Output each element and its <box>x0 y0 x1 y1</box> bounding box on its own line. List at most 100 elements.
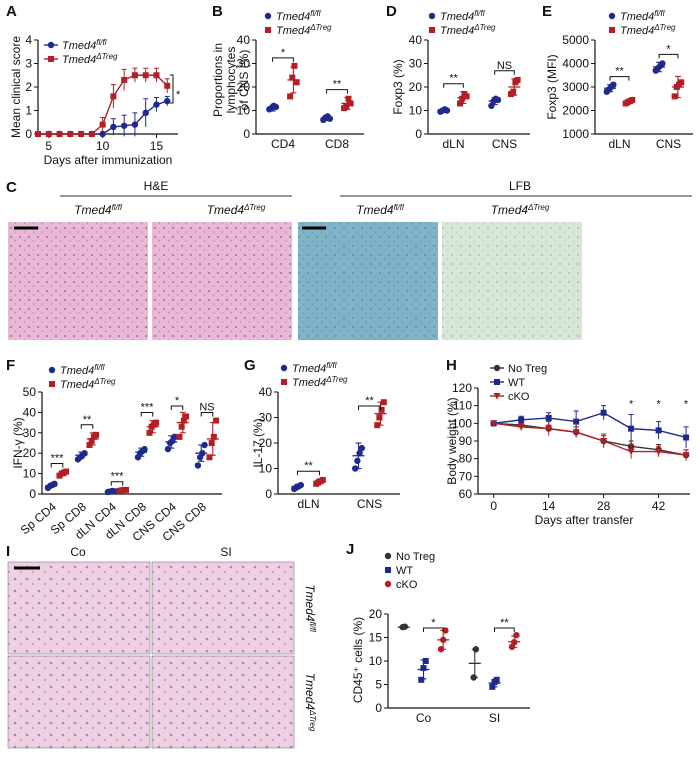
data-point <box>35 131 41 137</box>
stat-label: *** <box>141 402 155 414</box>
data-point <box>287 93 294 100</box>
legend-marker-treg <box>281 379 287 385</box>
y-tick-label: 60 <box>459 487 473 501</box>
y-tick-label: 100 <box>452 416 472 430</box>
panel-label: A <box>6 3 17 20</box>
y-tick-label: 40 <box>409 33 423 47</box>
y-axis-label: Proportions in <box>211 43 225 117</box>
panel-label: I <box>6 543 10 560</box>
legend-marker-fl <box>47 41 55 49</box>
data-point <box>518 416 525 423</box>
data-point <box>457 100 464 107</box>
lfb-image-fl <box>298 222 438 340</box>
stat-bracket <box>443 83 464 88</box>
legend-marker-notreg <box>384 552 392 560</box>
legend-marker-treg <box>48 56 54 62</box>
y-axis-label: of CNS (%) <box>237 50 251 111</box>
stat-label: * <box>684 398 689 410</box>
data-point <box>153 419 160 426</box>
y-tick-label: 2000 <box>562 104 589 118</box>
stat-label: ** <box>500 617 509 629</box>
data-point <box>63 468 70 475</box>
data-point <box>600 409 607 416</box>
y-axis-label: Mean clinical score <box>9 36 23 138</box>
stat-label: NS <box>199 402 214 414</box>
data-point <box>146 429 153 436</box>
x-tick-label: 0 <box>490 499 497 513</box>
legend-label-fl: Tmed4fl/fl <box>440 9 485 24</box>
legend-label-fl: Tmed4fl/fl <box>276 9 321 24</box>
c-group-label-2: Tmed4ΔTreg <box>207 203 266 218</box>
panel-C: C H&E LFB Tmed4fl/fl Tmed4ΔTreg Tmed4fl/fl Tme… <box>6 179 692 340</box>
y-tick-label: 30 <box>409 57 423 71</box>
legend-label-notreg: No Treg <box>396 551 435 563</box>
data-point <box>463 93 470 100</box>
y-tick-label: 30 <box>237 57 251 71</box>
stat-label: * <box>656 398 661 410</box>
data-point <box>358 444 365 452</box>
data-point <box>319 476 326 483</box>
y-tick-label: 0 <box>25 127 32 141</box>
y-axis-label: IFN-γ (%) <box>11 417 25 468</box>
stat-label: ** <box>83 414 92 426</box>
data-point <box>208 440 215 446</box>
data-point <box>682 452 690 459</box>
data-point <box>297 481 304 489</box>
y-tick-label: 10 <box>259 462 273 476</box>
x-tick-label: 5 <box>45 139 52 153</box>
y-tick-label: 0 <box>375 701 382 715</box>
y-axis-label: Foxp3 (MFI) <box>545 54 559 119</box>
y-tick-label: 30 <box>259 411 273 425</box>
si-image-treg <box>151 655 295 749</box>
legend-marker <box>493 393 501 400</box>
data-point <box>343 102 350 109</box>
data-point <box>180 417 187 424</box>
stat-label: ** <box>449 73 458 85</box>
y-tick-label: 30 <box>23 426 37 440</box>
y-tick-label: 1000 <box>562 127 589 141</box>
data-point <box>142 109 149 117</box>
y-tick-label: 4000 <box>562 57 589 71</box>
stat-bracket <box>140 412 154 417</box>
data-point <box>671 93 678 100</box>
x-tick-label: dLN <box>608 137 630 151</box>
legend-marker-fl <box>280 364 288 372</box>
data-point <box>78 131 85 137</box>
panel-J: J CD45⁺ cells (%) 0 5 10 15 20 Co * SI ** No Treg WT… <box>346 541 530 725</box>
y-tick-label: 0 <box>415 127 422 141</box>
y-tick-label: 2 <box>25 80 32 94</box>
data-point <box>67 131 74 137</box>
data-point <box>683 434 690 441</box>
y-tick-label: 20 <box>409 80 423 94</box>
stat-bracket <box>297 470 320 476</box>
y-tick-label: 80 <box>459 452 473 466</box>
y-axis-label: IL-17 (%) <box>251 418 265 467</box>
data-point <box>183 413 190 420</box>
y-tick-label: 0 <box>29 487 36 501</box>
legend-label-treg: Tmed4ΔTreg <box>276 23 332 38</box>
data-point <box>514 76 521 83</box>
data-point <box>545 425 553 433</box>
data-point <box>110 123 117 131</box>
stat-bracket <box>200 412 214 417</box>
panel-B: B Proportions in lymphocytes of CNS (%) 0 10 2… <box>211 3 364 151</box>
x-tick-label: dLN <box>442 137 464 151</box>
panel-label: H <box>446 357 457 374</box>
data-point <box>374 422 381 429</box>
co-header: Co <box>70 545 86 559</box>
data-point <box>513 631 520 639</box>
y-tick-label: 3 <box>25 57 32 71</box>
x-tick-label: CNS <box>357 497 382 511</box>
data-point <box>418 676 425 683</box>
data-point <box>201 441 208 449</box>
legend-label-cko: cKO <box>396 579 418 591</box>
stat-label: ** <box>333 79 342 91</box>
si-header: SI <box>220 545 231 559</box>
data-point <box>459 95 466 102</box>
y-axis-label: lymphocytes <box>224 47 238 114</box>
data-point <box>678 79 685 86</box>
legend-label-fl: Tmed4fl/fl <box>60 363 105 378</box>
y-tick-label: 0 <box>265 487 272 501</box>
y-tick-label: 10 <box>409 104 423 118</box>
data-point <box>378 406 385 413</box>
